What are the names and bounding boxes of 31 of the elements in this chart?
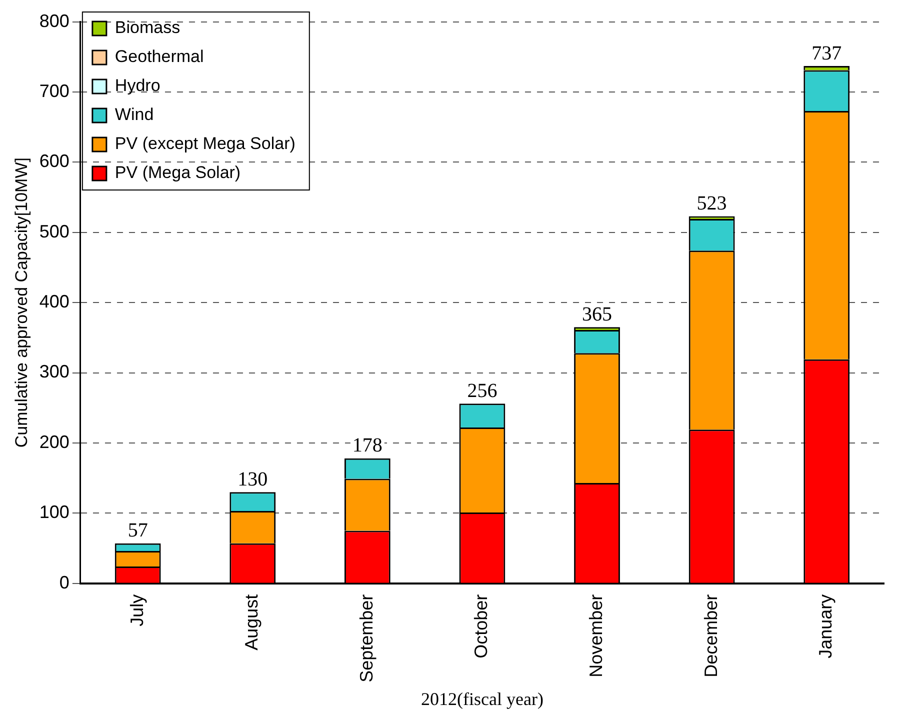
total-label: 256	[467, 380, 498, 402]
legend-label: PV (except Mega Solar)	[114, 134, 296, 154]
legend-label: PV (Mega Solar)	[114, 163, 241, 182]
x-tick-label: July	[126, 594, 147, 626]
x-tick-label: November	[586, 594, 606, 678]
x-tick-label: September	[356, 594, 376, 682]
total-label: 737	[812, 42, 842, 64]
x-tick-label: December	[700, 594, 721, 678]
y-tick-label: 400	[39, 292, 70, 312]
y-tick-label: 300	[39, 362, 70, 382]
legend-label: Wind	[114, 105, 154, 124]
x-tick-label: August	[242, 594, 262, 650]
y-tick-label: 700	[39, 80, 70, 101]
y-tick-label: 100	[39, 502, 70, 522]
y-tick-label: 800	[39, 10, 70, 31]
y-axis-title: Cumulative approved Capacity[10MW]	[12, 158, 31, 448]
x-axis-title: 2012(fiscal year)	[420, 688, 544, 709]
x-tick-label: October	[471, 594, 492, 658]
y-tick-label: 200	[39, 432, 70, 452]
total-label: 130	[238, 468, 268, 490]
legend-label: Biomass	[114, 18, 180, 38]
total-label: 523	[696, 192, 727, 214]
legend-label: Hydro	[114, 76, 160, 96]
y-tick-label: 0	[59, 572, 70, 592]
total-label: 57	[128, 520, 148, 542]
legend-label: Geothermal	[114, 47, 204, 66]
y-tick-label: 500	[39, 221, 70, 242]
y-tick-label: 600	[39, 151, 70, 172]
x-tick-label: January	[816, 594, 836, 658]
total-label: 178	[352, 434, 382, 457]
total-label: 365	[582, 303, 612, 326]
